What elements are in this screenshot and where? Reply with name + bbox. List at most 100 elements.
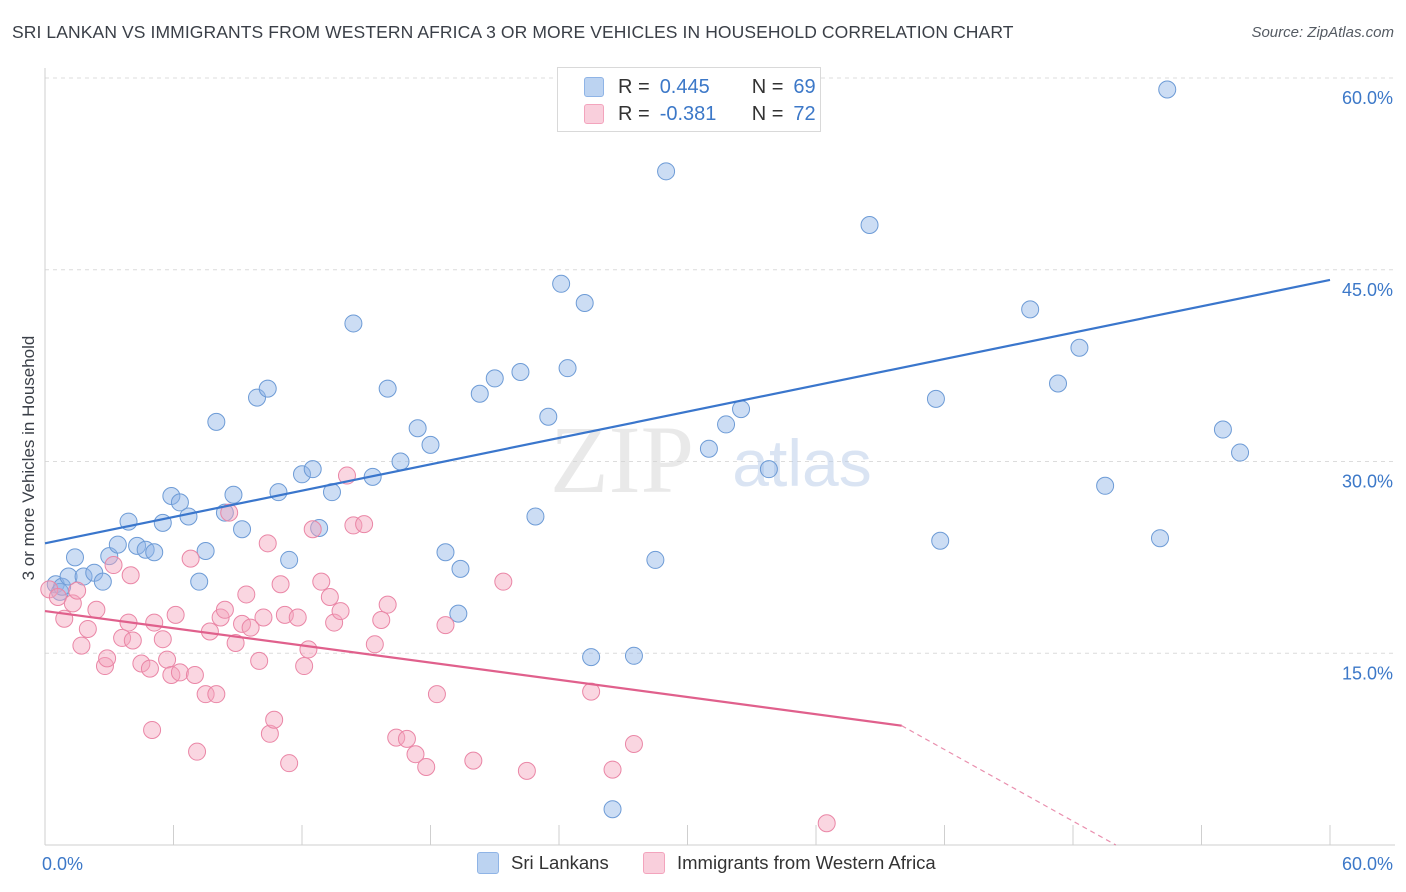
data-point xyxy=(303,460,322,479)
data-point xyxy=(931,531,950,550)
legend-n-label: N = xyxy=(751,102,784,125)
data-point xyxy=(258,379,277,398)
legend-row-sri-lankans: R = 0.445 N = 69 xyxy=(584,75,816,99)
data-point xyxy=(98,649,117,668)
data-point xyxy=(220,503,239,522)
series-sri-lankans xyxy=(46,80,1250,819)
data-point xyxy=(344,314,363,333)
data-point xyxy=(860,216,879,235)
x-tick-label: 60.0% xyxy=(1342,854,1393,874)
data-point xyxy=(1049,374,1068,393)
watermark-atlas: atlas xyxy=(732,426,871,500)
data-point xyxy=(188,742,207,761)
data-point xyxy=(143,720,162,739)
series-legend-item-sri-lankans[interactable]: Sri Lankans xyxy=(477,852,609,874)
data-point xyxy=(113,628,132,647)
y-tick-label: 60.0% xyxy=(1342,88,1393,108)
data-point xyxy=(140,659,159,678)
y-tick-label: 15.0% xyxy=(1342,663,1393,683)
data-point xyxy=(436,616,455,635)
watermark-zip: ZIP xyxy=(550,406,694,513)
data-point xyxy=(310,518,329,537)
legend-n-value-immigrants: 72 xyxy=(793,102,816,125)
data-point xyxy=(248,388,267,407)
data-point xyxy=(1070,338,1089,357)
data-point xyxy=(241,618,260,637)
data-point xyxy=(624,735,643,754)
data-point xyxy=(153,630,172,649)
data-point xyxy=(280,550,299,569)
trend-line-sri-lankans xyxy=(44,278,1331,545)
data-point xyxy=(759,460,778,479)
data-point xyxy=(170,493,189,512)
chart-title: SRI LANKAN VS IMMIGRANTS FROM WESTERN AF… xyxy=(12,22,1014,42)
series-legend-label-immigrants: Immigrants from Western Africa xyxy=(677,852,936,873)
x-tick-label: 0.0% xyxy=(42,854,83,874)
data-point xyxy=(378,595,397,614)
data-point xyxy=(732,400,751,419)
series-legend-swatch-immigrants xyxy=(643,852,665,874)
data-point xyxy=(207,685,226,704)
data-point xyxy=(68,581,87,600)
data-point xyxy=(1213,420,1232,439)
data-point xyxy=(582,648,601,667)
data-point xyxy=(575,293,594,312)
data-point xyxy=(717,415,736,434)
data-point xyxy=(624,646,643,665)
data-point xyxy=(427,685,446,704)
data-point xyxy=(123,631,142,650)
series-immigrants-western-africa xyxy=(40,466,836,833)
data-point xyxy=(166,605,185,624)
data-point xyxy=(271,575,290,594)
y-tick-label: 30.0% xyxy=(1342,472,1393,492)
data-point xyxy=(196,685,215,704)
legend-swatch-sri-lankans xyxy=(584,77,604,97)
data-point xyxy=(391,452,410,471)
data-point xyxy=(108,535,127,554)
data-point xyxy=(265,710,284,729)
data-point xyxy=(132,654,151,673)
data-point xyxy=(1231,443,1250,462)
legend-swatch-immigrants xyxy=(584,104,604,124)
data-point xyxy=(603,760,622,779)
data-point xyxy=(526,507,545,526)
trend-lines xyxy=(44,278,1331,846)
axes xyxy=(44,68,1395,846)
data-point xyxy=(196,541,215,560)
legend-row-immigrants: R = -0.381 N = 72 xyxy=(584,102,816,126)
y-tick-label: 45.0% xyxy=(1342,280,1393,300)
data-point xyxy=(511,363,530,382)
y-axis-label: 3 or more Vehicles in Household xyxy=(19,336,38,581)
series-legend-item-immigrants[interactable]: Immigrants from Western Africa xyxy=(643,852,936,874)
data-point xyxy=(185,665,204,684)
data-point xyxy=(451,559,470,578)
data-point xyxy=(406,745,425,764)
data-point xyxy=(78,619,97,638)
data-point xyxy=(303,520,322,539)
data-point xyxy=(233,520,252,539)
data-point xyxy=(494,572,513,591)
data-point xyxy=(517,761,536,780)
data-point xyxy=(299,640,318,659)
data-point xyxy=(72,636,91,655)
data-point xyxy=(59,567,78,586)
data-point xyxy=(181,549,200,568)
data-point xyxy=(158,650,177,669)
data-point xyxy=(95,657,114,676)
grid-lines xyxy=(45,77,1395,654)
y-tick-labels: 15.0% 30.0% 45.0% 60.0% xyxy=(1342,88,1393,683)
legend-n-value-sri-lankans: 69 xyxy=(793,75,816,98)
trend-line-immigrants xyxy=(44,609,902,727)
data-point xyxy=(552,274,571,293)
data-point xyxy=(226,634,245,653)
trend-line-immigrants-extension xyxy=(901,725,1117,846)
data-point xyxy=(365,635,384,654)
data-point xyxy=(190,572,209,591)
data-point xyxy=(104,556,123,575)
data-point xyxy=(312,572,331,591)
data-point xyxy=(207,412,226,431)
data-point xyxy=(331,602,350,621)
source-credit: Source: ZipAtlas.com xyxy=(1251,24,1394,41)
data-point xyxy=(325,613,344,632)
